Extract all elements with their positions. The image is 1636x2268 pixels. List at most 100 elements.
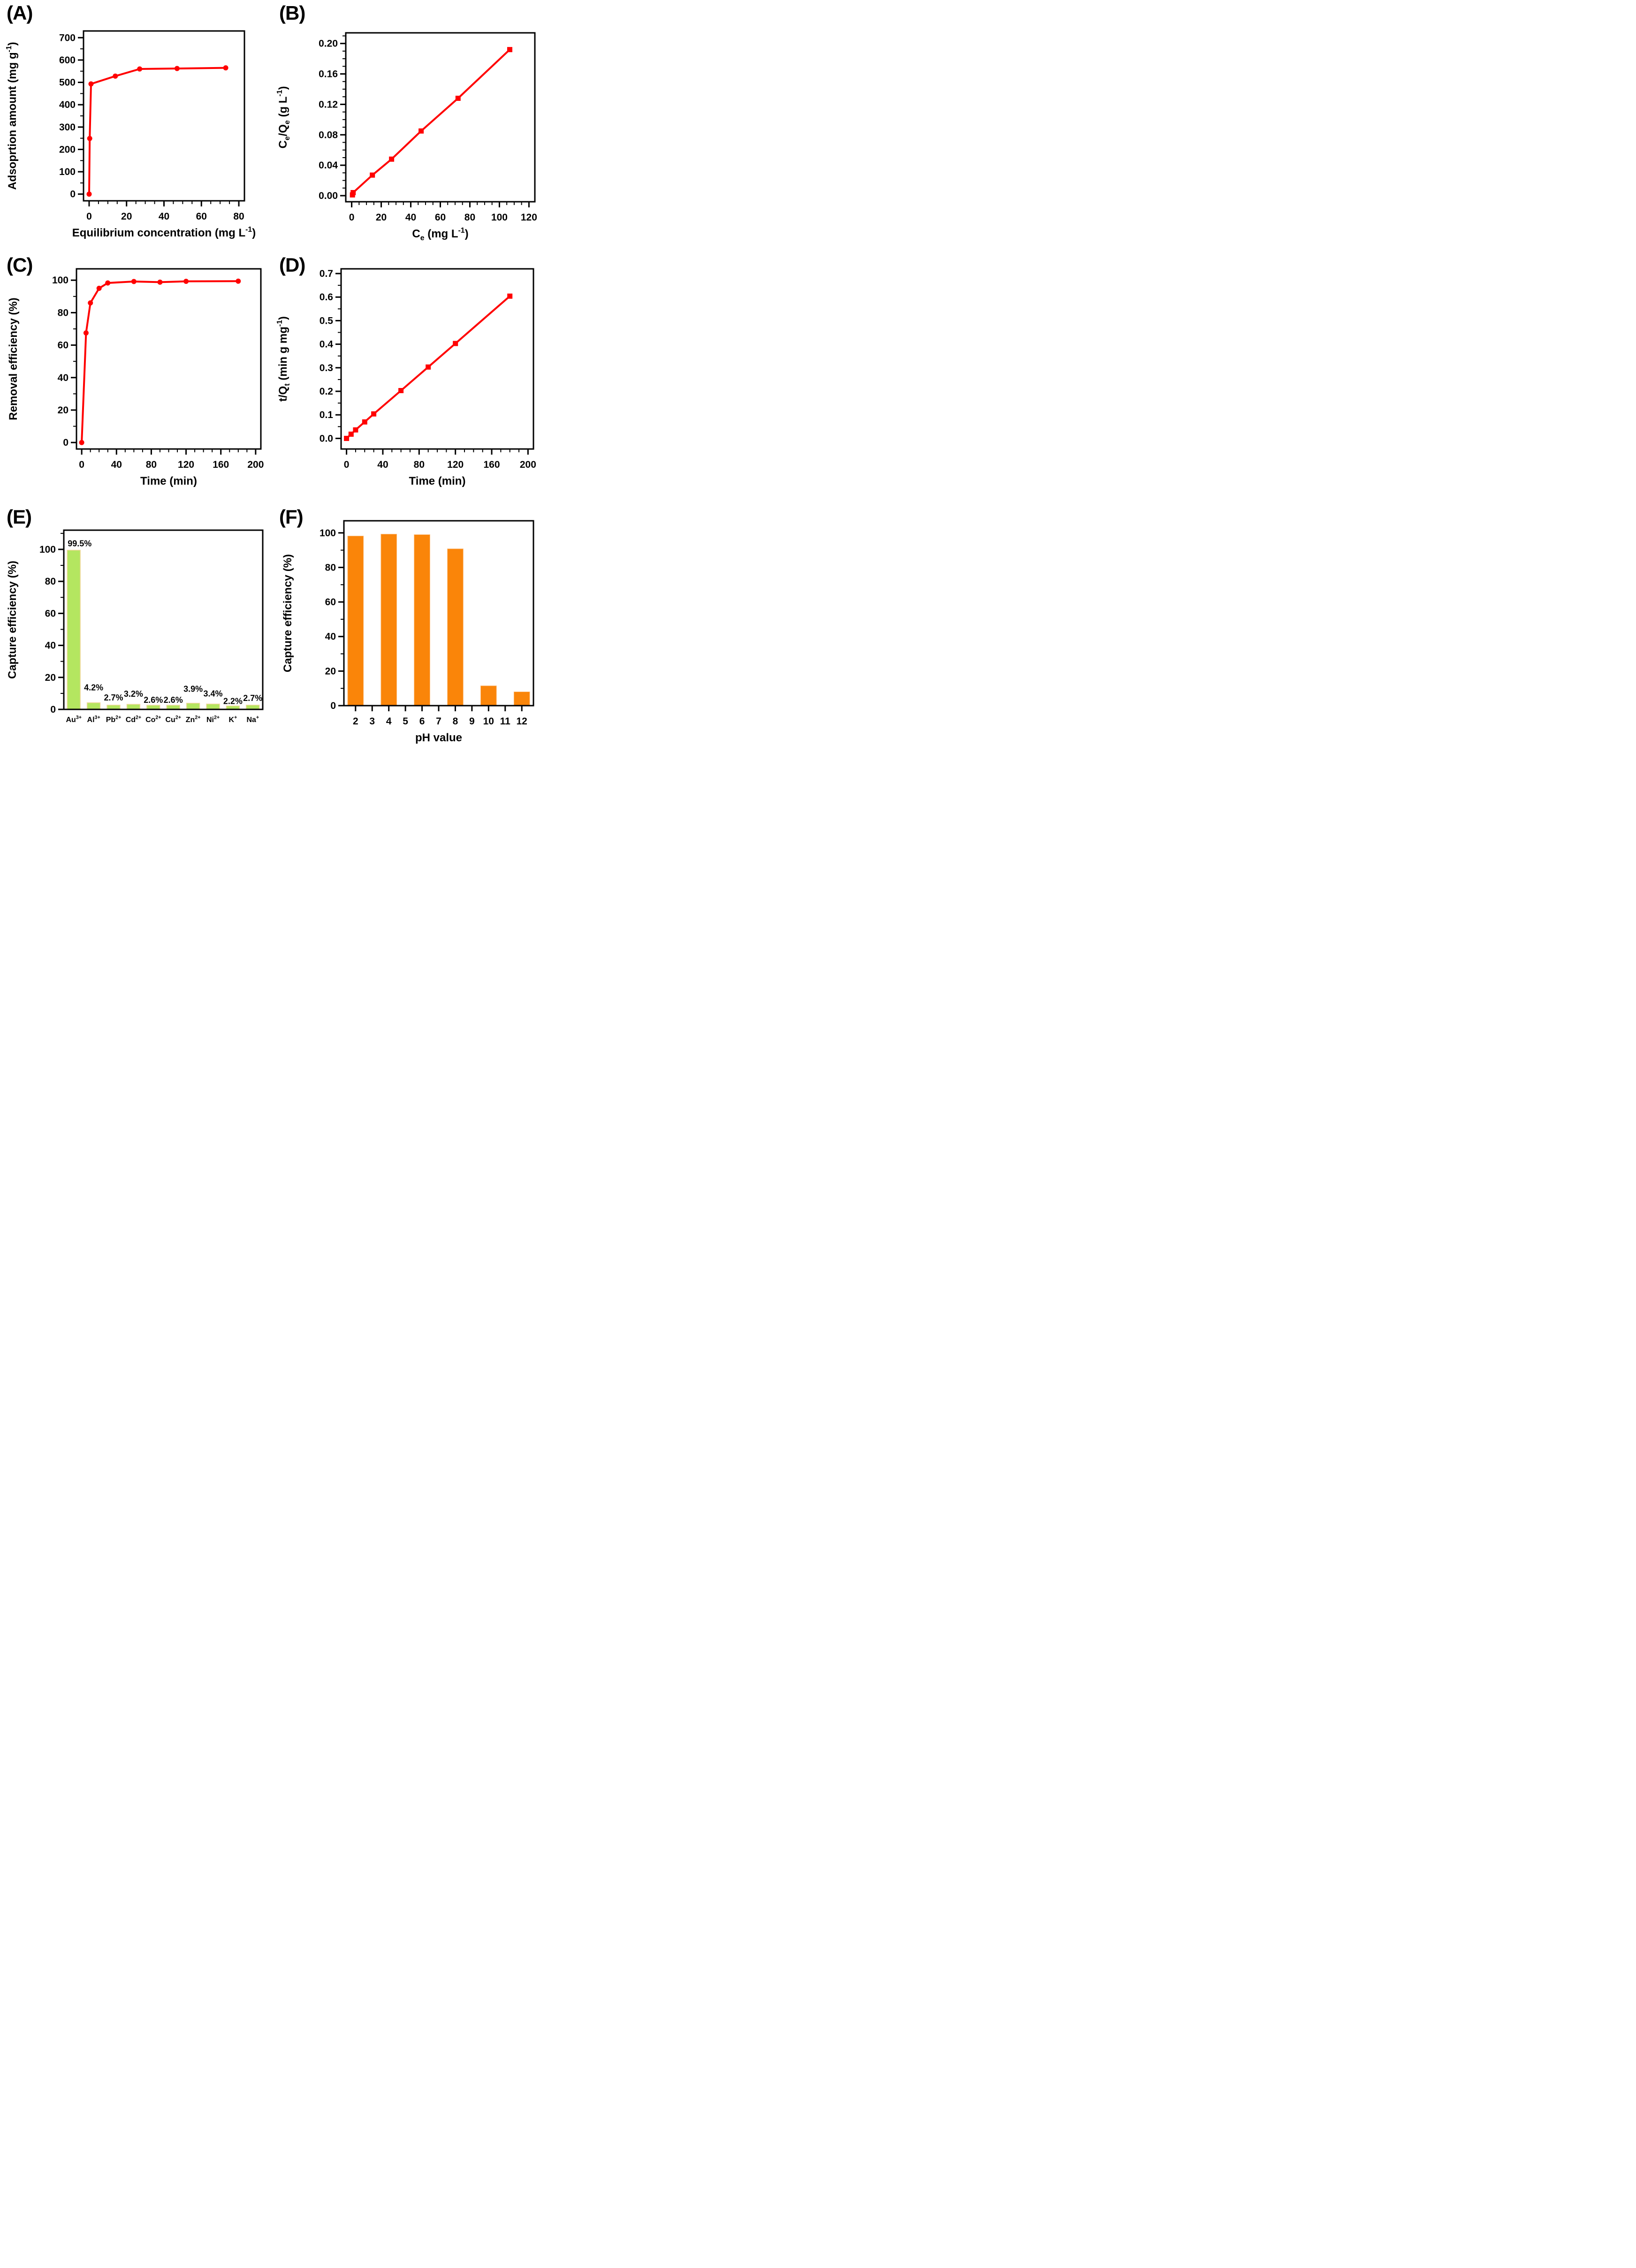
panel-e: (E) 99.5% 4.2% 2.7% 3.2% 2.6% 2.6% 3.9% 3.4% 2.2… [0, 504, 273, 756]
svg-text:600: 600 [59, 55, 76, 66]
svg-text:20: 20 [325, 666, 336, 677]
svg-text:200: 200 [247, 459, 264, 470]
svg-text:pH value: pH value [415, 731, 462, 744]
svg-text:0.1: 0.1 [320, 410, 334, 420]
svg-text:2.7%: 2.7% [243, 693, 262, 703]
svg-text:0: 0 [344, 459, 350, 470]
svg-text:80: 80 [464, 212, 475, 223]
svg-text:2.6%: 2.6% [164, 695, 183, 705]
panel-e-plot: 99.5%4.2%2.7% 3.2%2.6% 2.6%3.9% 3.4%2.2% 2.7… [6, 529, 264, 724]
svg-text:4.2%: 4.2% [84, 683, 103, 693]
svg-text:120: 120 [447, 459, 464, 470]
panel-b-label: (B) [279, 2, 305, 24]
svg-text:400: 400 [59, 99, 76, 110]
svg-text:2.2%: 2.2% [223, 696, 243, 706]
svg-text:40: 40 [159, 211, 169, 222]
svg-text:120: 120 [178, 459, 194, 470]
svg-text:6: 6 [419, 716, 425, 727]
svg-text:20: 20 [121, 211, 132, 222]
svg-text:Capture efficiency (%): Capture efficiency (%) [6, 561, 19, 679]
svg-text:3.4%: 3.4% [203, 689, 222, 698]
panel-e-label: (E) [7, 506, 32, 528]
svg-text:20: 20 [45, 672, 56, 683]
svg-text:2.7%: 2.7% [104, 693, 123, 702]
svg-text:t/Qt (min g mg-1): t/Qt (min g mg-1) [276, 316, 291, 402]
svg-text:500: 500 [59, 77, 76, 88]
svg-text:Pb2+: Pb2+ [106, 715, 122, 724]
svg-text:K+: K+ [229, 715, 237, 724]
panel-b: (B) 0.00 0.04 0.08 0.12 0.16 0.20 0 20 40 60 80 100… [273, 0, 545, 252]
svg-text:120: 120 [521, 212, 537, 223]
svg-text:0: 0 [79, 459, 84, 470]
svg-text:20: 20 [376, 212, 387, 223]
panel-f: (F) 0 20 40 60 80 100 2 3 4 5 6 7 8 9 10 11 12 pH value Ca… [273, 504, 545, 756]
svg-text:Capture efficiency (%): Capture efficiency (%) [282, 554, 294, 672]
svg-text:0.20: 0.20 [319, 38, 338, 49]
svg-text:9: 9 [469, 716, 475, 727]
svg-text:99.5%: 99.5% [68, 539, 91, 548]
svg-text:160: 160 [484, 459, 500, 470]
svg-text:40: 40 [45, 640, 56, 651]
svg-text:80: 80 [233, 211, 244, 222]
svg-text:0.3: 0.3 [320, 363, 333, 373]
svg-text:Adsoprtion amount (mg g-1): Adsoprtion amount (mg g-1) [5, 42, 19, 190]
svg-text:20: 20 [58, 405, 68, 416]
svg-text:3: 3 [369, 716, 375, 727]
svg-text:0.16: 0.16 [319, 69, 338, 80]
svg-text:0.2: 0.2 [320, 386, 333, 397]
svg-text:10: 10 [483, 716, 494, 727]
svg-text:0.08: 0.08 [319, 129, 338, 140]
svg-text:7: 7 [436, 716, 441, 727]
panel-d-plot: 0.0 0.1 0.2 0.3 0.4 0.5 0.6 0.7 0 40 80 120 160 200 Ti… [276, 268, 536, 487]
svg-text:40: 40 [405, 212, 416, 223]
svg-text:80: 80 [58, 307, 68, 318]
svg-text:80: 80 [414, 459, 425, 470]
svg-text:0: 0 [349, 212, 355, 223]
svg-text:80: 80 [325, 562, 336, 573]
svg-text:2.6%: 2.6% [144, 695, 163, 705]
svg-text:60: 60 [45, 608, 56, 619]
svg-text:80: 80 [146, 459, 157, 470]
svg-text:Co2+: Co2+ [145, 715, 161, 724]
svg-text:60: 60 [196, 211, 207, 222]
svg-text:100: 100 [59, 167, 76, 177]
svg-text:0: 0 [70, 189, 76, 200]
svg-text:0.7: 0.7 [320, 268, 333, 279]
svg-text:11: 11 [500, 716, 511, 727]
svg-text:3.9%: 3.9% [183, 685, 203, 694]
svg-text:12: 12 [517, 716, 527, 727]
svg-text:60: 60 [325, 597, 336, 608]
svg-text:Cu2+: Cu2+ [165, 715, 181, 724]
svg-text:Time (min): Time (min) [140, 475, 197, 487]
panel-c-label: (C) [7, 254, 33, 276]
svg-text:0: 0 [50, 704, 56, 715]
panel-d: (D) 0.0 0.1 0.2 0.3 0.4 0.5 0.6 0.7 0 40 80 120 160 2… [273, 252, 545, 504]
svg-text:Al3+: Al3+ [87, 715, 100, 724]
svg-text:0.00: 0.00 [319, 190, 338, 201]
svg-text:Ce (mg L-1): Ce (mg L-1) [412, 227, 468, 242]
svg-text:700: 700 [59, 32, 76, 43]
svg-text:0.5: 0.5 [320, 315, 334, 326]
panel-c: (C) 0 20 40 60 80 100 0 40 80 120 160 200 Time (min)… [0, 252, 273, 504]
svg-text:Removal efficiency (%): Removal efficiency (%) [7, 297, 20, 420]
svg-text:4: 4 [386, 716, 392, 727]
svg-text:Time (min): Time (min) [409, 475, 466, 487]
svg-text:300: 300 [59, 122, 76, 133]
svg-text:0: 0 [63, 437, 68, 448]
svg-text:Cd2+: Cd2+ [126, 715, 141, 724]
svg-text:40: 40 [325, 632, 336, 642]
svg-text:0.6: 0.6 [320, 292, 333, 303]
svg-text:100: 100 [39, 544, 56, 555]
svg-text:Ni2+: Ni2+ [206, 715, 220, 724]
panel-f-plot: 0 20 40 60 80 100 2 3 4 5 6 7 8 9 10 11 12 pH value Captur… [282, 520, 534, 744]
panel-d-label: (D) [279, 254, 305, 276]
panel-a-label: (A) [7, 2, 33, 24]
panel-a: (A) 0 100 200 300 400 500 600 700 0 20 40 60 80 Equil… [0, 0, 273, 252]
svg-text:Na+: Na+ [246, 715, 259, 724]
panel-b-plot: 0.00 0.04 0.08 0.12 0.16 0.20 0 20 40 60 80 100 120 C… [276, 32, 537, 242]
svg-text:3.2%: 3.2% [124, 689, 143, 699]
svg-text:80: 80 [45, 576, 56, 587]
svg-text:60: 60 [435, 212, 446, 223]
svg-text:40: 40 [111, 459, 122, 470]
svg-text:40: 40 [58, 373, 68, 383]
